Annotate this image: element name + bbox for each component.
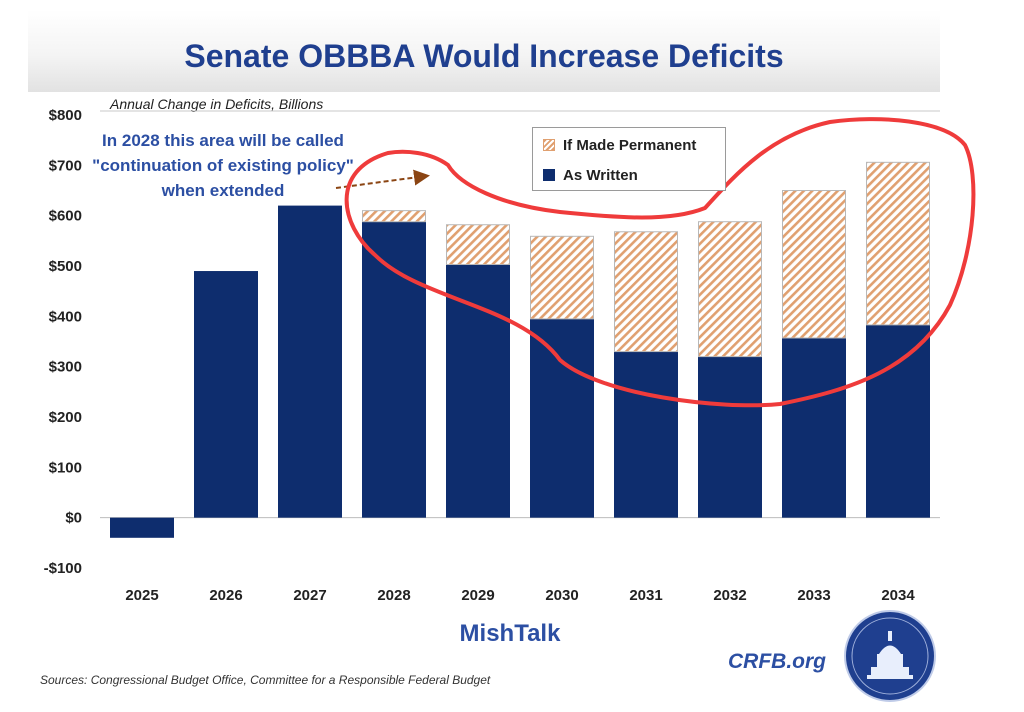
y-tick-label: $800 xyxy=(49,107,82,124)
y-tick-label: $700 xyxy=(49,157,82,174)
legend-swatch-written xyxy=(543,169,555,181)
legend-label-permanent: If Made Permanent xyxy=(563,136,697,154)
x-tick-label: 2033 xyxy=(797,587,830,604)
bar-as-written-2030 xyxy=(530,318,594,518)
x-axis: 2025 2026 2027 2028 2029 2030 2031 2032 2033 2034 xyxy=(125,587,915,604)
y-tick-label: $600 xyxy=(49,208,82,225)
bar-as-written-2032 xyxy=(698,356,762,518)
bar-permanent-2031 xyxy=(614,231,678,353)
y-tick-label: $0 xyxy=(65,510,82,527)
sources-note: Sources: Congressional Budget Office, Co… xyxy=(40,673,491,687)
bars xyxy=(110,161,930,538)
bar-permanent-2028 xyxy=(362,210,426,223)
bar-permanent-2034 xyxy=(866,161,930,326)
bar-as-written-2029 xyxy=(446,264,510,518)
y-tick-label: -$100 xyxy=(44,560,82,577)
legend-item-permanent: If Made Permanent xyxy=(543,136,696,154)
x-tick-label: 2031 xyxy=(629,587,662,604)
bar-as-written-2026 xyxy=(194,271,258,518)
y-tick-label: $400 xyxy=(49,308,82,325)
legend-swatch-permanent xyxy=(543,139,555,151)
x-tick-label: 2029 xyxy=(461,587,494,604)
brand-link[interactable]: CRFB.org xyxy=(728,650,826,673)
legend: If Made Permanent As Written xyxy=(532,127,726,191)
bar-as-written-2034 xyxy=(866,324,930,518)
highlight-circle xyxy=(344,117,976,408)
x-tick-label: 2027 xyxy=(293,587,326,604)
x-tick-label: 2030 xyxy=(545,587,578,604)
legend-item-written: As Written xyxy=(543,166,638,184)
x-tick-label: 2032 xyxy=(713,587,746,604)
bar-as-written-2033 xyxy=(782,337,846,518)
x-tick-label: 2025 xyxy=(125,587,158,604)
y-tick-label: $200 xyxy=(49,409,82,426)
x-tick-label: 2028 xyxy=(377,587,410,604)
y-tick-label: $500 xyxy=(49,258,82,275)
bar-as-written-2027 xyxy=(278,205,342,518)
legend-label-written: As Written xyxy=(563,166,638,184)
y-tick-label: $100 xyxy=(49,459,82,476)
x-tick-label: 2026 xyxy=(209,587,242,604)
bar-as-written-2028 xyxy=(362,221,426,518)
bar-permanent-2029 xyxy=(446,224,510,265)
bar-as-written-2025 xyxy=(110,517,174,538)
annotation-arrow-icon xyxy=(335,169,430,189)
bar-permanent-2032 xyxy=(698,221,762,358)
capitol-seal-icon xyxy=(844,610,936,702)
bar-permanent-2033 xyxy=(782,190,846,339)
x-tick-label: 2034 xyxy=(881,587,915,604)
chart-subtitle: Annual Change in Deficits, Billions xyxy=(110,96,324,112)
watermark: MishTalk xyxy=(459,620,561,647)
bar-as-written-2031 xyxy=(614,351,678,518)
title-band: Senate OBBBA Would Increase Deficits xyxy=(28,10,940,92)
y-axis: -$100 $0 $100 $200 $300 $400 $500 $600 $700 $800 xyxy=(44,107,940,577)
annotation-note: In 2028 this area will be called "contin… xyxy=(92,131,354,200)
y-tick-label: $300 xyxy=(49,359,82,376)
bar-permanent-2030 xyxy=(530,235,594,320)
page-title: Senate OBBBA Would Increase Deficits xyxy=(184,38,784,74)
